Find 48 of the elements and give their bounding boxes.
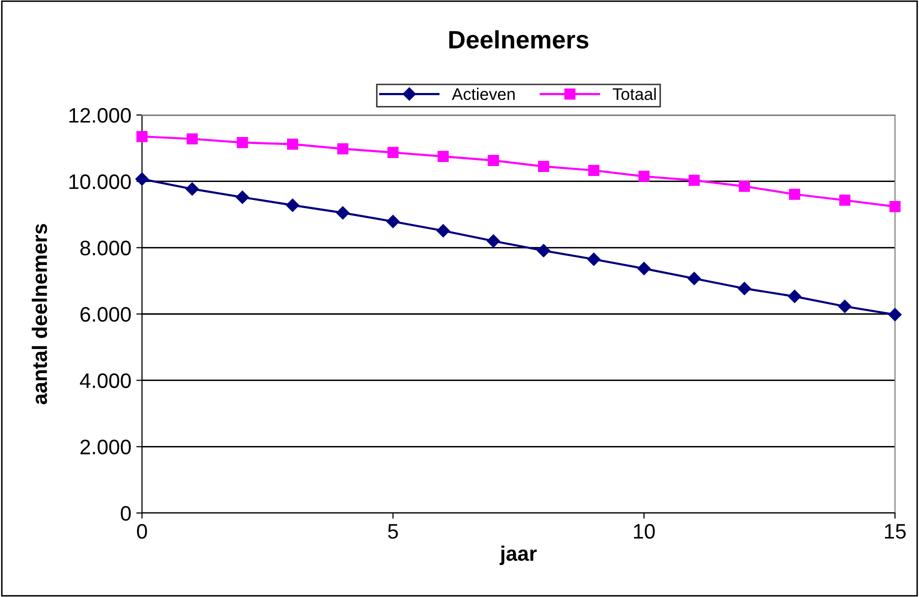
x-tick-label: 10 <box>634 524 655 539</box>
point <box>287 138 298 150</box>
point <box>588 164 600 176</box>
point <box>738 282 751 296</box>
chart-title: Deelnemers <box>449 30 588 49</box>
point <box>186 133 198 144</box>
point <box>186 182 199 196</box>
point <box>638 170 650 182</box>
legend-label: Actieven <box>452 88 515 100</box>
y-tick-label: 12.000 <box>69 108 131 123</box>
point <box>236 136 248 148</box>
point <box>688 272 701 286</box>
point <box>486 234 500 248</box>
point <box>236 190 249 204</box>
x-tick-label: 15 <box>885 524 906 539</box>
point <box>788 290 802 304</box>
point <box>386 214 400 228</box>
y-tick-label: 2.000 <box>80 440 131 454</box>
y-tick-label: 4.000 <box>80 373 131 388</box>
legend-label: Totaal <box>612 88 656 100</box>
y-tick-label: 0 <box>120 506 131 521</box>
point <box>488 154 499 166</box>
point <box>337 143 348 154</box>
point <box>387 146 399 158</box>
point <box>637 262 651 276</box>
x-tick-label: 5 <box>388 524 398 539</box>
point <box>688 174 700 186</box>
x-axis-title: jaar <box>500 546 537 566</box>
y-tick-label: 8.000 <box>80 240 131 256</box>
point <box>286 198 300 212</box>
point <box>838 300 852 313</box>
point <box>738 180 750 192</box>
y-tick-label: 6.000 <box>80 307 131 322</box>
point <box>136 131 148 142</box>
point <box>839 194 850 206</box>
point <box>436 224 450 238</box>
point <box>587 252 600 266</box>
point <box>789 188 800 200</box>
point <box>537 244 550 258</box>
x-tick-label: 0 <box>137 524 147 539</box>
point <box>336 206 350 220</box>
point <box>538 160 550 172</box>
point <box>888 308 902 322</box>
point <box>889 200 901 212</box>
point <box>438 150 449 162</box>
y-tick-label: 10.000 <box>69 174 131 190</box>
y-axis-title: aantal deelnemers <box>32 224 48 404</box>
point <box>135 172 149 186</box>
